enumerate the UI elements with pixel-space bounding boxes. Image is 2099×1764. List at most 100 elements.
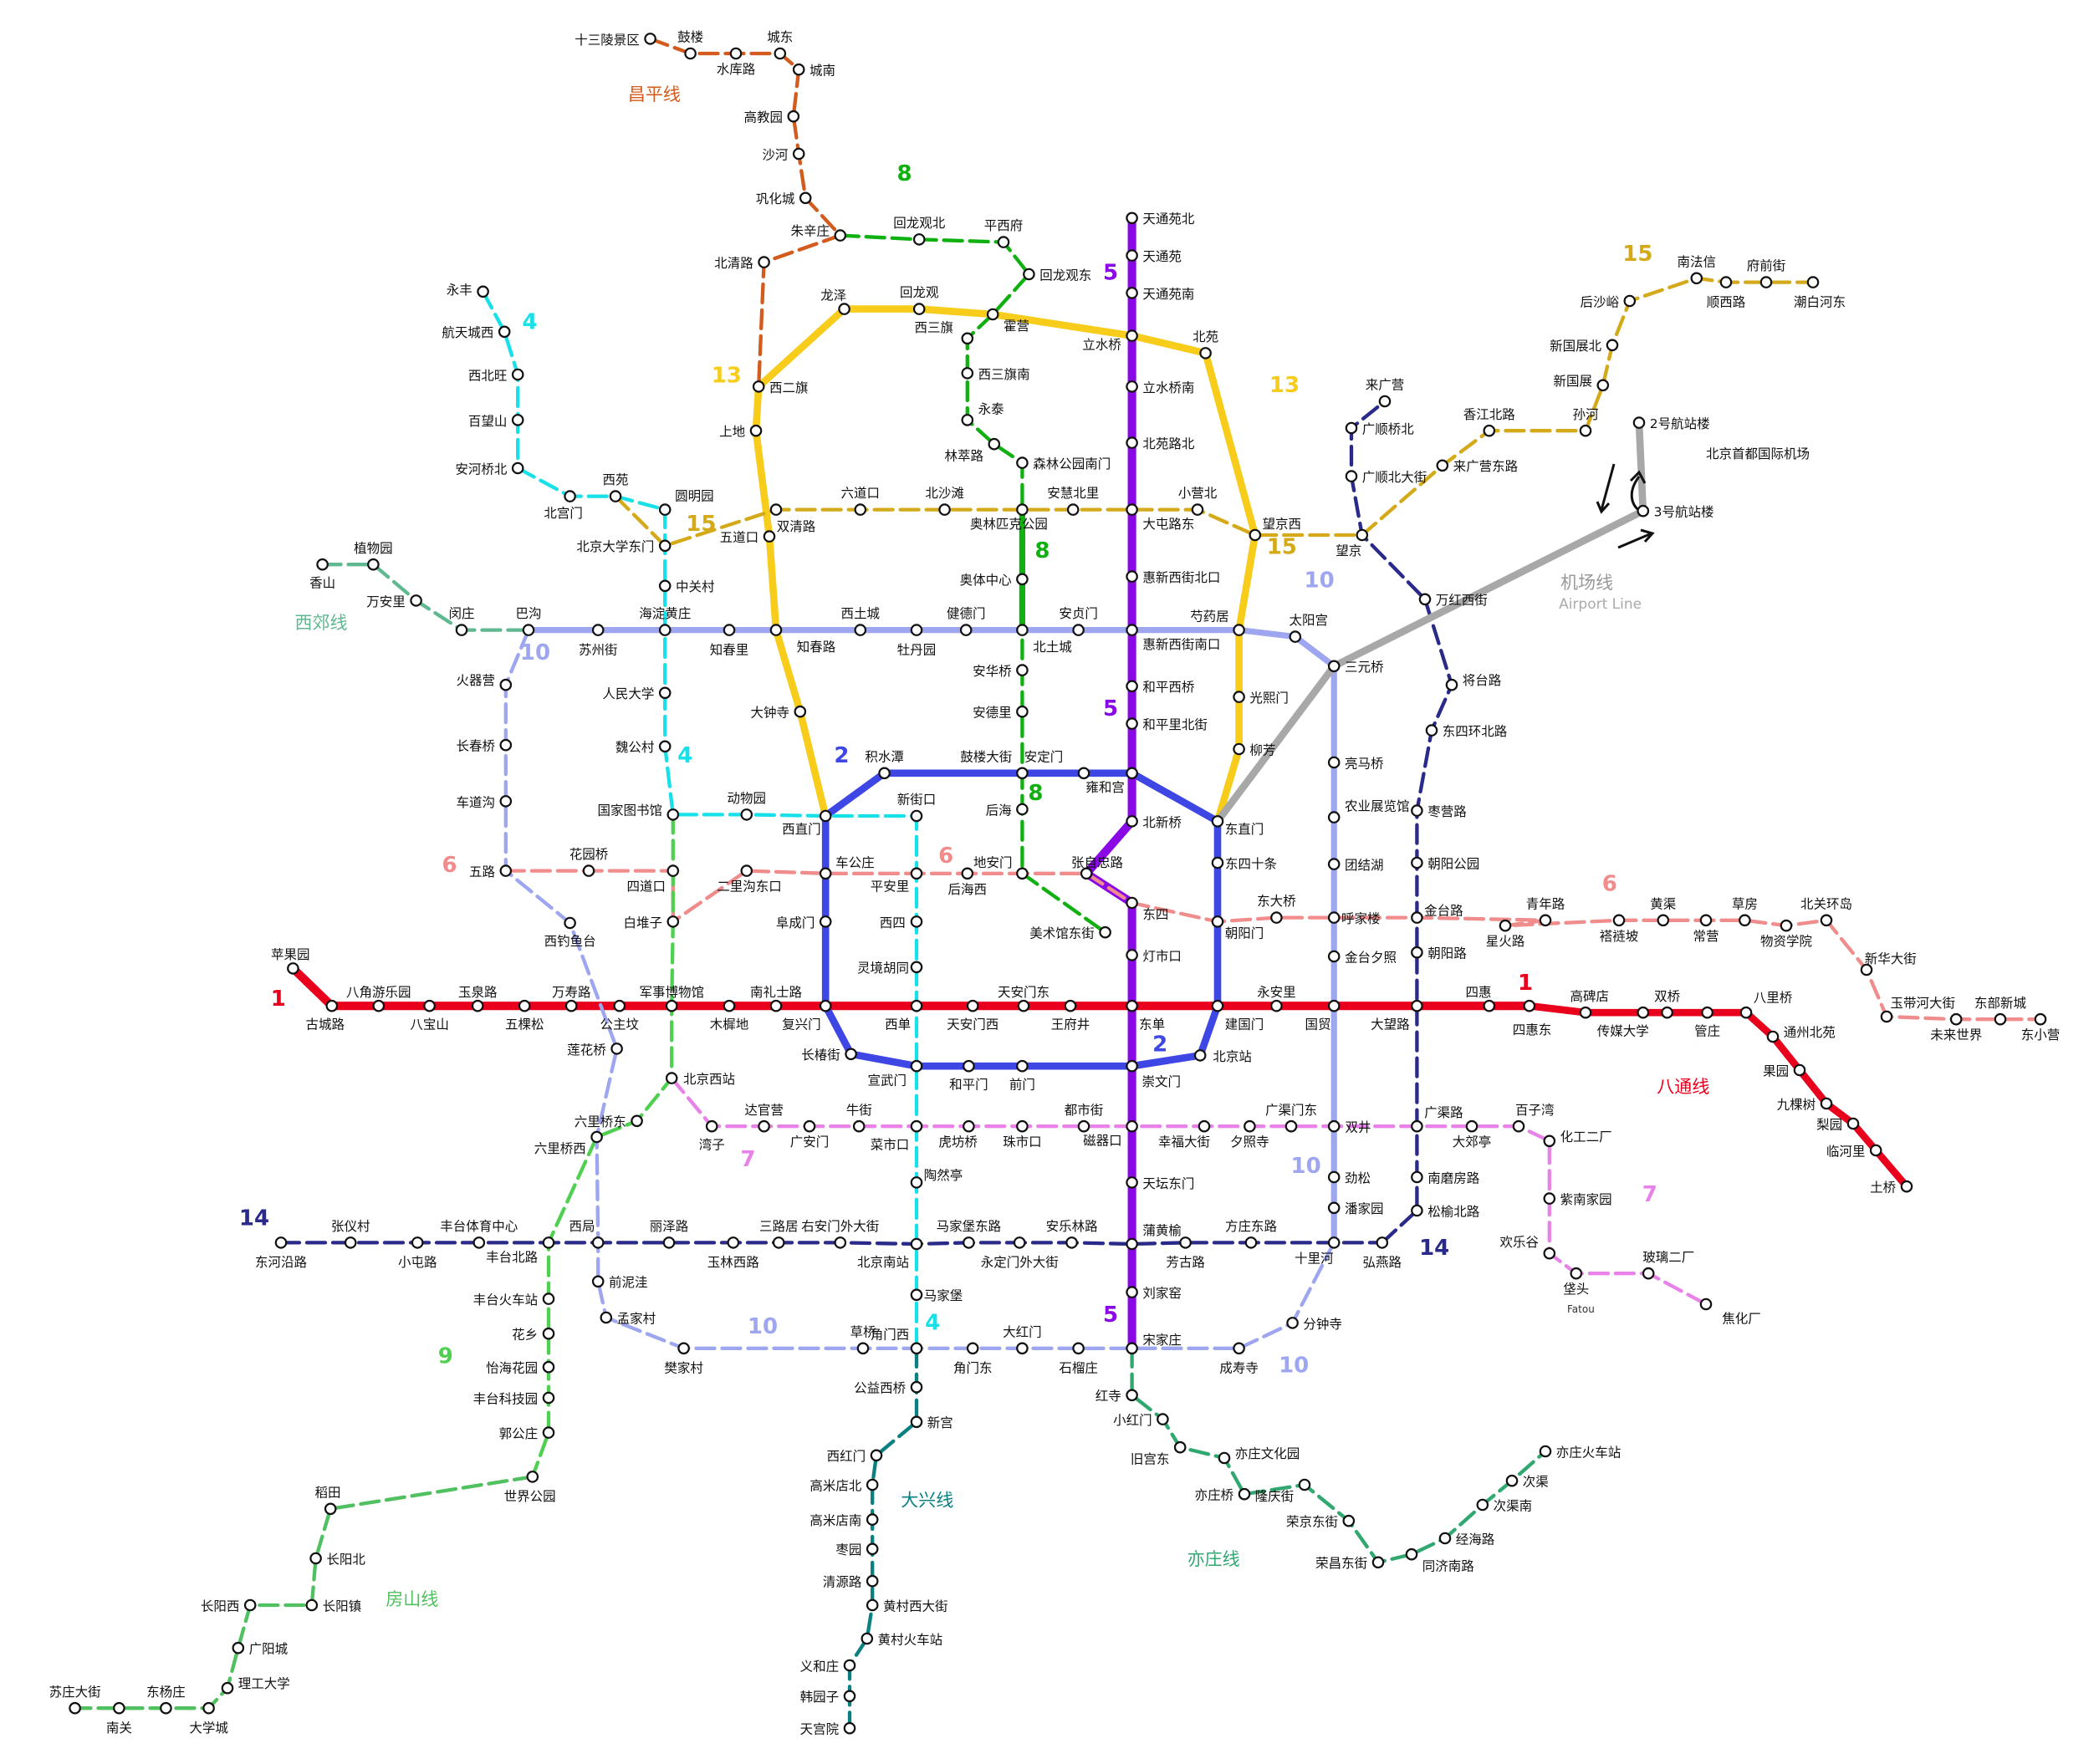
station-dot[interactable] [410, 594, 422, 607]
station-dot[interactable] [1016, 573, 1029, 586]
station-dot[interactable] [819, 867, 832, 880]
station-dot[interactable] [499, 678, 513, 691]
station-dot[interactable] [305, 1598, 319, 1612]
station-dot[interactable] [963, 1236, 975, 1249]
station-dot[interactable] [1739, 1006, 1753, 1019]
station-dot[interactable] [1244, 1236, 1258, 1249]
station-dot[interactable] [542, 1391, 555, 1405]
station-dot[interactable] [1869, 1144, 1882, 1157]
station-dot[interactable] [997, 236, 1010, 248]
station-dot[interactable] [499, 738, 513, 752]
station-dot[interactable] [910, 624, 923, 636]
station-dot[interactable] [472, 1236, 486, 1249]
station-dot[interactable] [758, 1119, 770, 1133]
station-dot[interactable] [1126, 717, 1138, 730]
station-dot[interactable] [1543, 1192, 1556, 1205]
station-dot[interactable] [769, 999, 783, 1012]
station-dot[interactable] [986, 308, 999, 321]
station-dot[interactable] [1612, 914, 1626, 927]
station-dot[interactable] [959, 624, 973, 636]
station-dot[interactable] [1657, 914, 1670, 927]
station-dot[interactable] [658, 740, 672, 753]
station-dot[interactable] [1298, 1478, 1311, 1491]
station-dot[interactable] [854, 503, 867, 516]
station-dot[interactable] [455, 624, 468, 636]
station-dot[interactable] [854, 624, 867, 636]
station-dot[interactable] [1780, 919, 1793, 932]
station-dot[interactable] [856, 1342, 870, 1355]
station-dot[interactable] [1198, 1119, 1211, 1133]
station-dot[interactable] [749, 424, 763, 437]
station-dot[interactable] [792, 147, 805, 161]
station-dot[interactable] [966, 999, 979, 1012]
station-dot[interactable] [1016, 503, 1029, 516]
station-dot[interactable] [1211, 915, 1224, 928]
station-dot[interactable] [1846, 1117, 1860, 1130]
station-dot[interactable] [591, 1236, 605, 1249]
station-dot[interactable] [1173, 1440, 1187, 1454]
station-dot[interactable] [1126, 999, 1138, 1012]
station-dot[interactable] [910, 1380, 923, 1394]
station-dot[interactable] [799, 191, 812, 205]
station-dot[interactable] [666, 808, 680, 821]
station-dot[interactable] [1860, 963, 1873, 976]
station-dot[interactable] [658, 503, 672, 516]
station-dot[interactable] [1378, 395, 1392, 408]
station-dot[interactable] [1690, 272, 1703, 285]
station-dot[interactable] [1126, 815, 1138, 828]
station-dot[interactable] [1289, 630, 1302, 643]
station-dot[interactable] [1476, 1498, 1489, 1512]
station-dot[interactable] [1579, 1006, 1592, 1019]
station-dot[interactable] [1233, 624, 1245, 636]
station-dot[interactable] [852, 1119, 866, 1133]
station-dot[interactable] [542, 1360, 555, 1374]
station-dot[interactable] [564, 999, 578, 1012]
station-dot[interactable] [1244, 1119, 1256, 1133]
station-dot[interactable] [910, 1237, 923, 1251]
station-dot[interactable] [1126, 624, 1138, 636]
station-dot[interactable] [838, 303, 850, 315]
station-dot[interactable] [843, 1690, 856, 1703]
station-dot[interactable] [866, 1513, 879, 1526]
station-dot[interactable] [1759, 276, 1773, 288]
station-dot[interactable] [1270, 999, 1283, 1012]
station-dot[interactable] [610, 1043, 623, 1055]
station-dot[interactable] [665, 999, 678, 1012]
station-dot[interactable] [658, 624, 672, 636]
station-dot[interactable] [1766, 1030, 1780, 1043]
station-dot[interactable] [666, 915, 680, 928]
station-dot[interactable] [961, 332, 974, 345]
station-dot[interactable] [1066, 503, 1080, 516]
station-dot[interactable] [763, 530, 776, 543]
station-dot[interactable] [666, 864, 680, 877]
station-dot[interactable] [1013, 1236, 1026, 1249]
station-dot[interactable] [1016, 1119, 1029, 1133]
station-dot[interactable] [1699, 1298, 1713, 1311]
station-dot[interactable] [1191, 503, 1204, 516]
station-dot[interactable] [988, 437, 1001, 451]
station-dot[interactable] [752, 380, 765, 393]
station-dot[interactable] [1327, 1170, 1341, 1184]
station-dot[interactable] [1016, 1059, 1029, 1073]
station-dot[interactable] [1345, 421, 1358, 435]
station-dot[interactable] [1072, 1342, 1085, 1355]
station-dot[interactable] [1286, 1317, 1299, 1329]
station-dot[interactable] [1016, 624, 1029, 636]
station-dot[interactable] [1327, 858, 1341, 870]
station-dot[interactable] [1327, 1201, 1341, 1215]
station-dot[interactable] [1637, 504, 1650, 517]
station-dot[interactable] [1126, 767, 1138, 780]
station-dot[interactable] [912, 303, 926, 315]
station-dot[interactable] [1080, 867, 1093, 880]
station-dot[interactable] [287, 962, 299, 975]
station-dot[interactable] [1405, 1547, 1418, 1561]
station-dot[interactable] [1661, 1006, 1673, 1019]
station-dot[interactable] [1126, 380, 1138, 393]
station-dot[interactable] [1233, 691, 1245, 703]
station-dot[interactable] [1900, 1180, 1913, 1193]
station-dot[interactable] [471, 999, 484, 1012]
station-dot[interactable] [518, 999, 531, 1012]
station-dot[interactable] [542, 1236, 555, 1249]
station-dot[interactable] [1806, 276, 1820, 288]
station-dot[interactable] [113, 1701, 125, 1715]
